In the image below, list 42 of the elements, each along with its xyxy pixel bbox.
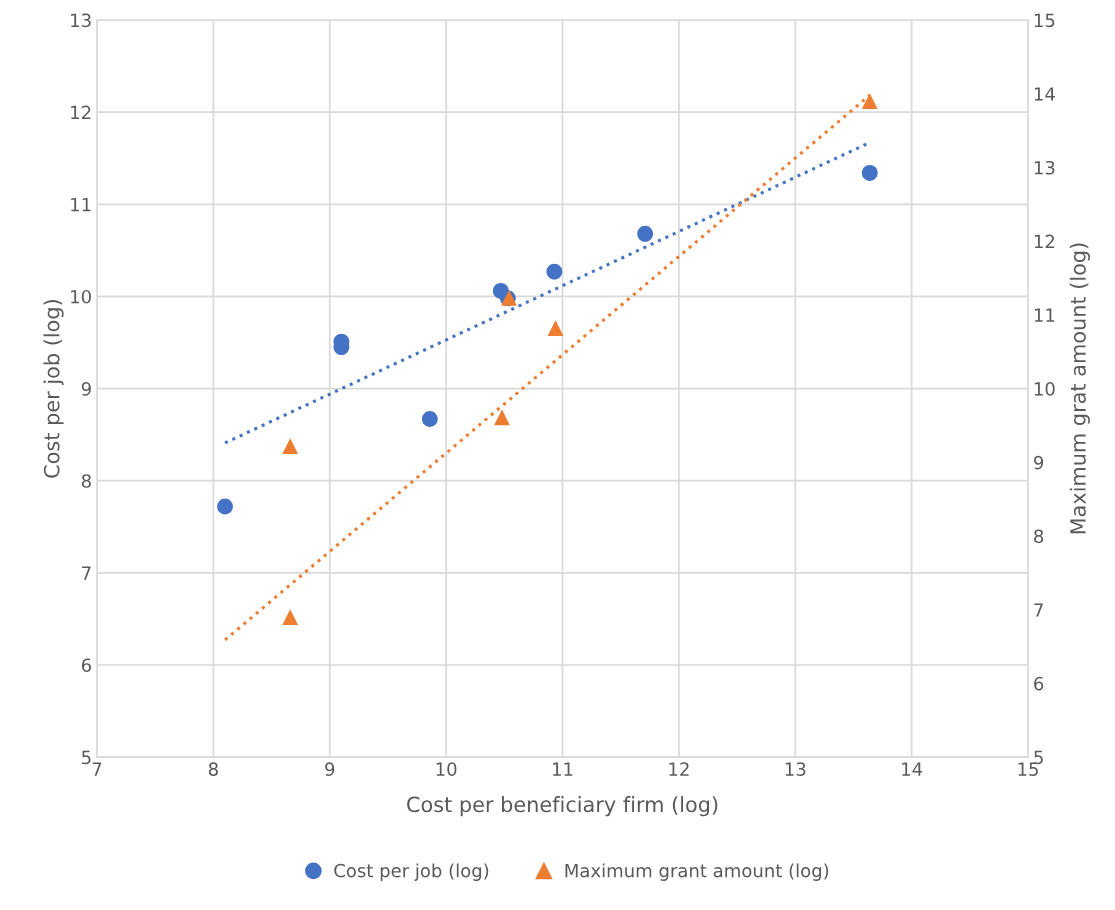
y-tick-label: 10 (71, 289, 91, 304)
y2-axis-title: Maximum grat amount (log) (1069, 243, 1090, 534)
y-axis-title: Cost per job (log) (43, 300, 64, 478)
y2-tick-label: 15 (1034, 13, 1055, 28)
y2-tick-label: 12 (1034, 234, 1055, 249)
y-tick-label: 13 (71, 13, 91, 28)
y-tick-label: 6 (81, 658, 92, 673)
y-tick-label: 12 (71, 105, 91, 120)
y2-tick-label: 14 (1034, 87, 1055, 101)
y-tick-label: 8 (81, 474, 91, 488)
point (217, 498, 233, 515)
x-axis-title: Cost per beneficiary firm (log) (407, 796, 718, 817)
point (282, 438, 299, 454)
y-tick-label: 5 (82, 750, 91, 765)
x-tick-label: 7 (92, 762, 102, 776)
point (421, 411, 438, 427)
x-tick-label: 11 (553, 762, 573, 776)
legend-label: Maximum grant amount (log) (565, 863, 829, 881)
point (546, 263, 563, 280)
legend-label: Cost per job (log) (334, 863, 489, 881)
x-tick-label: 13 (785, 762, 806, 776)
y-tick-label: 11 (71, 197, 91, 212)
y2-tick-label: 10 (1034, 382, 1055, 396)
x-tick-label: 9 (325, 762, 335, 776)
x-tick-label: 12 (669, 762, 689, 776)
y2-tick-label: 6 (1034, 676, 1044, 691)
y-tick-label: 9 (81, 382, 91, 396)
y2-tick-label: 9 (1034, 455, 1044, 470)
x-tick-label: 14 (902, 762, 923, 776)
point (547, 320, 564, 337)
x-tick-label: 10 (436, 762, 457, 776)
y2-tick-label: 7 (1034, 603, 1043, 617)
point (637, 225, 654, 242)
y2-tick-label: 11 (1034, 308, 1055, 322)
point (861, 93, 878, 110)
y-tick-label: 7 (82, 566, 91, 580)
x-tick-label: 8 (208, 762, 218, 776)
y2-tick-label: 13 (1034, 160, 1055, 175)
point (282, 609, 299, 625)
point (861, 165, 878, 181)
point (494, 409, 510, 426)
y2-tick-label: 8 (1034, 529, 1044, 544)
